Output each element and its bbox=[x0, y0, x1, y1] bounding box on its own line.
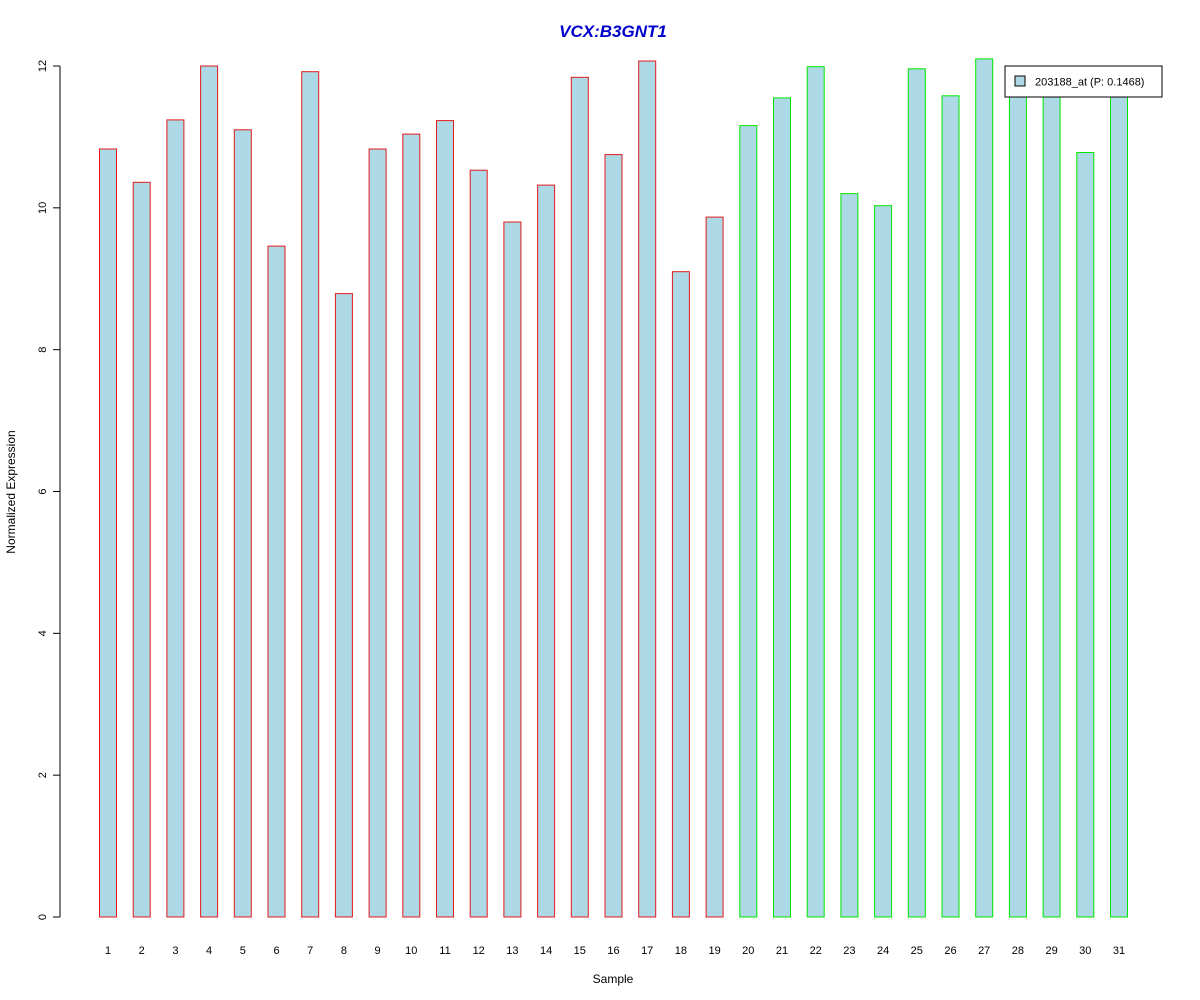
bar-sample-17 bbox=[638, 60, 657, 918]
bar-sample-1 bbox=[99, 148, 117, 918]
x-tick-label: 26 bbox=[944, 945, 956, 957]
bar-sample-21 bbox=[773, 97, 791, 918]
x-tick-label: 7 bbox=[307, 945, 313, 957]
x-tick-label: 25 bbox=[911, 945, 923, 957]
x-tick-label: 31 bbox=[1113, 945, 1125, 957]
y-axis: 0 2 4 6 8 10 12 bbox=[37, 60, 61, 920]
bar-sample-8 bbox=[334, 293, 353, 918]
x-tick-label: 23 bbox=[843, 945, 855, 957]
y-tick-label: 4 bbox=[37, 630, 49, 636]
bar-sample-16 bbox=[604, 154, 623, 918]
bar-sample-4 bbox=[200, 65, 219, 918]
bar-sample-9 bbox=[368, 148, 387, 918]
x-tick-label: 3 bbox=[172, 945, 178, 957]
y-axis-label: Normalized Expression bbox=[4, 430, 18, 553]
bar-sample-12 bbox=[469, 169, 488, 918]
y-tick-label: 8 bbox=[37, 347, 49, 353]
x-tick-label: 27 bbox=[978, 945, 990, 957]
x-tick-label: 6 bbox=[273, 945, 279, 957]
bar-sample-7 bbox=[301, 71, 320, 918]
x-tick-label: 4 bbox=[206, 945, 212, 957]
y-tick-label: 0 bbox=[37, 914, 49, 920]
x-tick-label: 19 bbox=[708, 945, 720, 957]
legend: 203188_at (P: 0.1468) bbox=[1004, 65, 1163, 98]
bar-sample-20 bbox=[739, 125, 758, 918]
bar-sample-6 bbox=[267, 245, 286, 918]
bar-sample-24 bbox=[874, 205, 893, 918]
bar-sample-29 bbox=[1042, 86, 1061, 918]
y-tick-label: 2 bbox=[37, 772, 49, 778]
bar-sample-27 bbox=[975, 58, 994, 918]
x-tick-label: 9 bbox=[375, 945, 381, 957]
x-tick-label: 22 bbox=[810, 945, 822, 957]
x-tick-label: 11 bbox=[439, 945, 450, 957]
x-tick-label: 18 bbox=[675, 945, 687, 957]
x-tick-label: 21 bbox=[776, 945, 788, 957]
legend-box bbox=[1004, 65, 1163, 98]
x-tick-label: 15 bbox=[574, 945, 586, 957]
x-tick-label: 1 bbox=[105, 945, 111, 957]
x-tick-label: 2 bbox=[139, 945, 145, 957]
bar-sample-13 bbox=[503, 221, 522, 918]
bar-sample-25 bbox=[907, 68, 926, 918]
bar-sample-31 bbox=[1110, 86, 1128, 918]
x-axis-label: Sample bbox=[593, 972, 634, 986]
bar-sample-14 bbox=[537, 184, 556, 918]
bar-sample-15 bbox=[570, 76, 589, 918]
bar-sample-3 bbox=[166, 119, 185, 918]
x-tick-label: 29 bbox=[1045, 945, 1057, 957]
x-tick-label: 5 bbox=[240, 945, 246, 957]
bar-sample-19 bbox=[705, 216, 724, 918]
x-tick-label: 16 bbox=[607, 945, 619, 957]
x-tick-label: 30 bbox=[1079, 945, 1091, 957]
bar-sample-2 bbox=[132, 181, 151, 918]
x-tick-label: 8 bbox=[341, 945, 347, 957]
bar-sample-26 bbox=[941, 95, 960, 918]
x-tick-label: 24 bbox=[877, 945, 889, 957]
bar-sample-18 bbox=[671, 271, 690, 918]
bar-sample-5 bbox=[233, 129, 252, 918]
x-tick-label: 12 bbox=[473, 945, 485, 957]
bar-sample-11 bbox=[436, 120, 454, 918]
bar-sample-22 bbox=[806, 66, 825, 918]
bar-sample-10 bbox=[402, 133, 421, 918]
y-tick-label: 6 bbox=[37, 488, 49, 494]
x-tick-label: 28 bbox=[1012, 945, 1024, 957]
bar-sample-30 bbox=[1076, 152, 1095, 918]
legend-swatch bbox=[1014, 75, 1026, 87]
y-tick-label: 12 bbox=[37, 60, 49, 72]
y-tick-label: 10 bbox=[37, 202, 49, 214]
bars-group bbox=[99, 58, 1128, 918]
chart-title: VCX:B3GNT1 bbox=[559, 22, 667, 41]
legend-label: 203188_at (P: 0.1468) bbox=[1035, 77, 1144, 89]
x-tick-label: 17 bbox=[641, 945, 653, 957]
x-tick-labels: 1 2 3 4 5 6 7 8 9 10 11 12 13 14 15 16 17 18 19 20 21 22 23 24 2… bbox=[105, 945, 1125, 957]
bar-sample-28 bbox=[1008, 86, 1027, 918]
x-tick-label: 20 bbox=[742, 945, 754, 957]
x-tick-label: 13 bbox=[506, 945, 518, 957]
x-tick-label: 10 bbox=[405, 945, 417, 957]
x-tick-label: 14 bbox=[540, 945, 552, 957]
bar-sample-23 bbox=[840, 193, 859, 918]
